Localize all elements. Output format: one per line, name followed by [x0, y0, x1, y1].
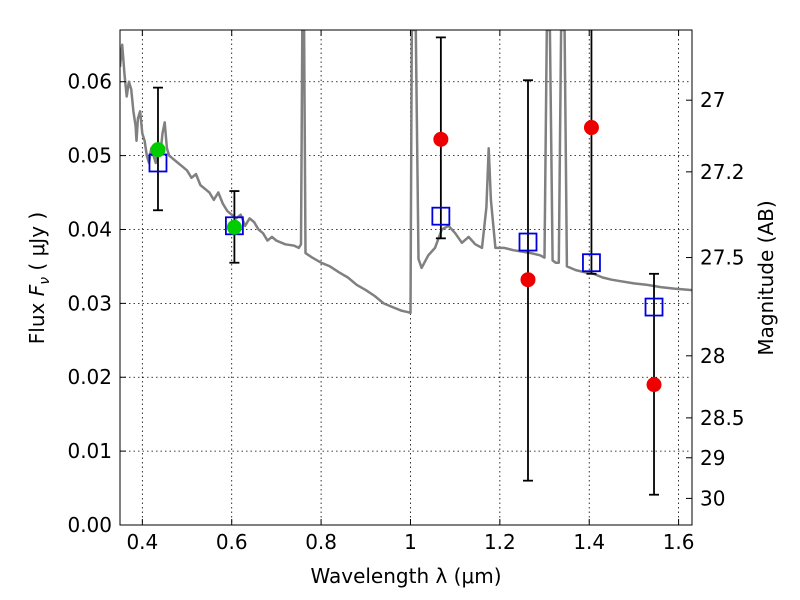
non-detection-point — [646, 377, 662, 393]
x-tick-label: 1 — [404, 530, 417, 554]
y-tick-label: 0.06 — [67, 70, 112, 94]
detection-point — [226, 219, 242, 235]
non-detection-point — [520, 272, 536, 288]
x-tick-label: 0.8 — [305, 530, 337, 554]
y-tick-label: 0.02 — [67, 365, 112, 389]
error-bar — [586, 30, 597, 275]
model-bandpass-square — [518, 232, 538, 252]
y-tick-label: 0.01 — [67, 439, 112, 463]
right-tick-label: 27.2 — [700, 160, 745, 184]
y-axis-title-unit: ( μJy ) — [25, 212, 49, 277]
y-axis-title-text: Flux — [25, 296, 49, 344]
model-bandpass-square — [431, 206, 451, 226]
right-tick-label: 28 — [700, 344, 725, 368]
y-axis-title-subscript: ν — [37, 277, 53, 285]
y-axis-title: Flux Fν ( μJy ) — [25, 212, 53, 344]
y-tick-label: 0.03 — [67, 291, 112, 315]
model-bandpass-square — [644, 297, 664, 317]
y-tick-label: 0.05 — [67, 144, 112, 168]
right-tick-label: 27.5 — [700, 246, 745, 270]
model-bandpass-square — [582, 253, 601, 273]
detection-point — [150, 142, 166, 158]
data-markers — [148, 120, 664, 393]
axis-ticks: 0.4 0.6 0.8 1 1.2 1.4 1.6 0.00 0.01 0.02 0.03 0.04 0… — [67, 30, 745, 554]
right-axis-title: Magnitude (AB) — [754, 200, 778, 355]
right-tick-label: 29 — [700, 446, 725, 470]
non-detection-point — [583, 120, 599, 136]
right-tick-label: 28.5 — [700, 406, 745, 430]
x-tick-label: 1.2 — [484, 530, 516, 554]
non-detection-point — [433, 131, 449, 147]
x-tick-label: 1.4 — [573, 530, 605, 554]
y-tick-label: 0.00 — [67, 513, 112, 537]
x-axis-title: Wavelength λ (μm) — [310, 564, 501, 588]
plot-frame — [119, 29, 693, 526]
plot-background — [120, 30, 692, 525]
y-tick-label: 0.04 — [67, 217, 112, 241]
y-axis-title-symbol: F — [25, 284, 49, 296]
right-tick-label: 30 — [700, 486, 725, 510]
right-tick-label: 27 — [700, 88, 725, 112]
x-tick-label: 1.6 — [663, 530, 695, 554]
x-tick-label: 0.4 — [126, 530, 158, 554]
x-tick-label: 0.6 — [216, 530, 248, 554]
